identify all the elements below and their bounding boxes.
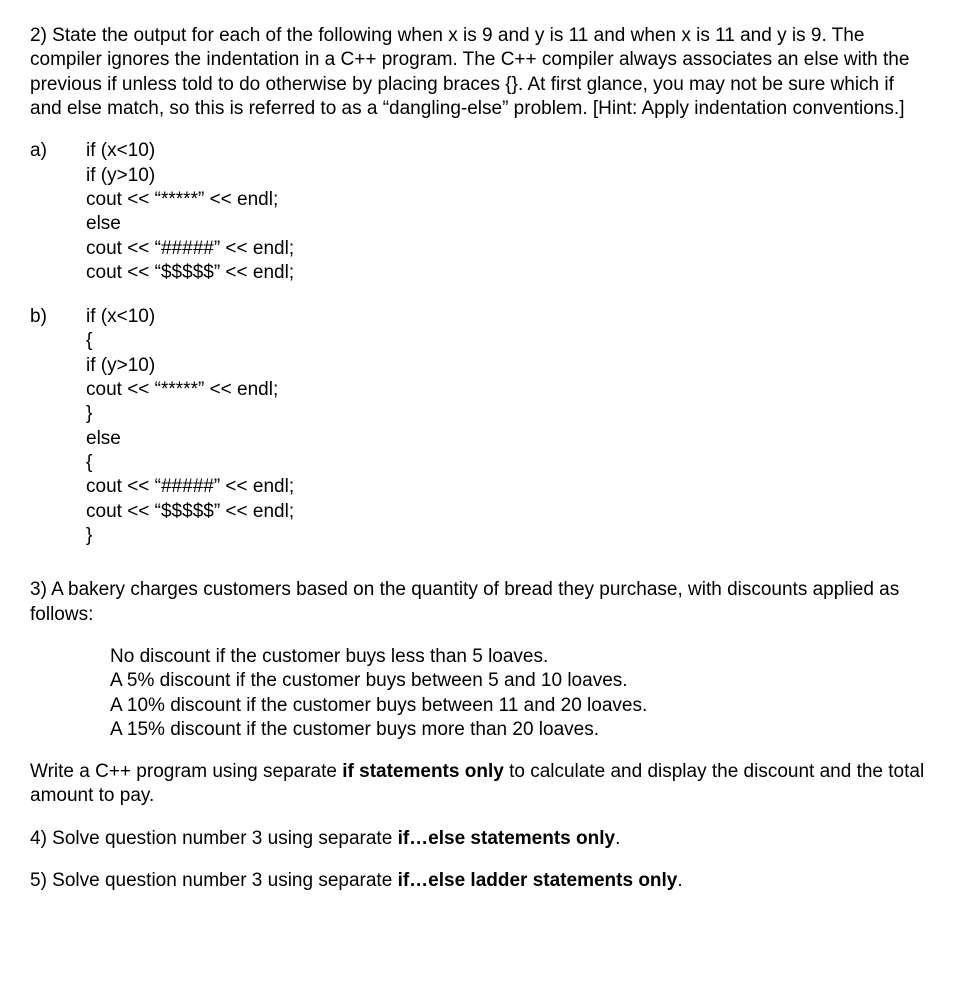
q2-a-label: a) <box>30 139 86 285</box>
q4-text: 4) Solve question number 3 using separat… <box>30 827 930 851</box>
q5-pre: 5) Solve question number 3 using separat… <box>30 870 398 891</box>
code-line: cout << “#####” << endl; <box>86 475 294 499</box>
code-line: cout << “*****” << endl; <box>86 378 294 402</box>
code-line: if (y>10) <box>86 164 294 188</box>
q4-pre: 4) Solve question number 3 using separat… <box>30 828 398 849</box>
code-line: if (x<10) <box>86 305 294 329</box>
code-line: } <box>86 524 294 548</box>
q3-task: Write a C++ program using separate if st… <box>30 760 930 809</box>
code-line: else <box>86 212 294 236</box>
code-line: cout << “$$$$$” << endl; <box>86 261 294 285</box>
q3-intro: 3) A bakery charges customers based on t… <box>30 578 930 627</box>
code-line: { <box>86 329 294 353</box>
q5-text: 5) Solve question number 3 using separat… <box>30 869 930 893</box>
q3-rule: A 10% discount if the customer buys betw… <box>110 694 930 718</box>
q2-part-b: b) if (x<10) { if (y>10) cout << “*****”… <box>30 305 930 548</box>
q2-part-a: a) if (x<10) if (y>10) cout << “*****” <… <box>30 139 930 285</box>
code-line: } <box>86 402 294 426</box>
q4-post: . <box>615 828 620 849</box>
q5-post: . <box>677 870 682 891</box>
q3-rules: No discount if the customer buys less th… <box>110 645 930 742</box>
q4-bold: if…else statements only <box>398 828 616 849</box>
q3-rule: No discount if the customer buys less th… <box>110 645 930 669</box>
q3-rule: A 15% discount if the customer buys more… <box>110 718 930 742</box>
code-line: cout << “$$$$$” << endl; <box>86 500 294 524</box>
code-line: cout << “*****” << endl; <box>86 188 294 212</box>
q3-rule: A 5% discount if the customer buys betwe… <box>110 669 930 693</box>
q2-b-code: if (x<10) { if (y>10) cout << “*****” <<… <box>86 305 294 548</box>
q3-task-bold: if statements only <box>342 761 504 782</box>
q2-a-code: if (x<10) if (y>10) cout << “*****” << e… <box>86 139 294 285</box>
code-line: cout << “#####” << endl; <box>86 237 294 261</box>
code-line: else <box>86 427 294 451</box>
q2-b-label: b) <box>30 305 86 548</box>
code-line: if (y>10) <box>86 354 294 378</box>
code-line: { <box>86 451 294 475</box>
q2-intro: 2) State the output for each of the foll… <box>30 24 930 121</box>
code-line: if (x<10) <box>86 139 294 163</box>
q5-bold: if…else ladder statements only <box>398 870 678 891</box>
q3-task-pre: Write a C++ program using separate <box>30 761 342 782</box>
